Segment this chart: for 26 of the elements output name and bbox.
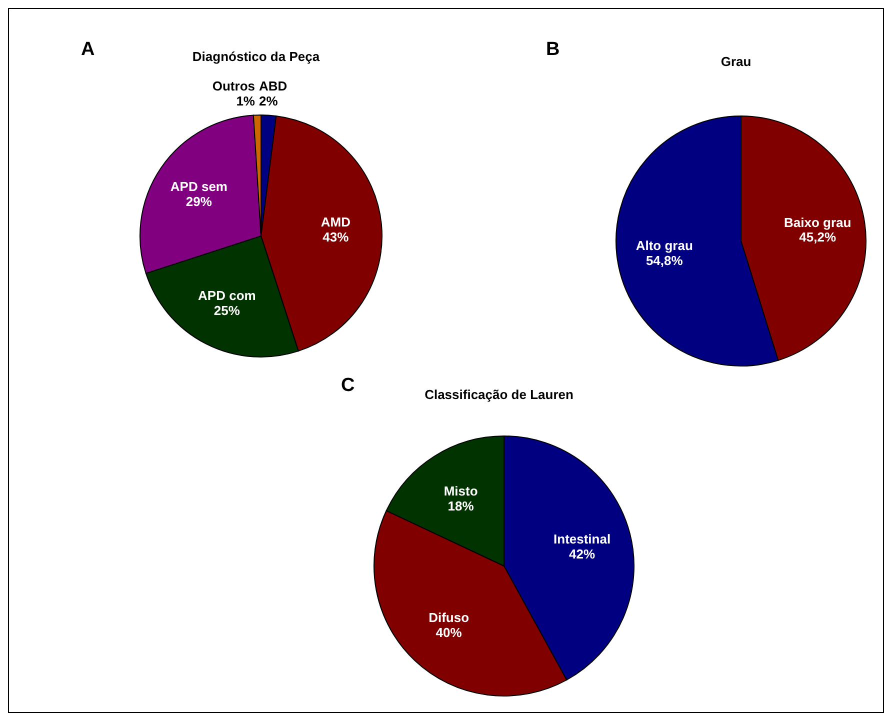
data-label: 54,8% bbox=[646, 252, 684, 268]
slice-label: AMD bbox=[320, 214, 350, 230]
data-label: 40% bbox=[436, 625, 462, 640]
chart-title: Classificação de Lauren bbox=[424, 387, 574, 402]
text: A bbox=[81, 39, 95, 61]
slice-label: ABD bbox=[259, 78, 288, 94]
slice-label: Outros bbox=[212, 78, 255, 94]
data-label: 1% bbox=[236, 93, 256, 108]
slice-label: APD sem bbox=[170, 179, 228, 194]
slice-label: Baixo grau bbox=[784, 214, 852, 230]
text: B bbox=[546, 39, 560, 61]
slice-label: APD com bbox=[198, 288, 256, 304]
slice-label: Difuso bbox=[428, 610, 470, 626]
data-label: 29% bbox=[186, 194, 212, 210]
slice-label: Intestinal bbox=[554, 531, 611, 546]
chart-title: Diagnóstico da Peça bbox=[191, 49, 321, 64]
data-label: 18% bbox=[448, 498, 474, 514]
text: C bbox=[341, 375, 355, 397]
data-label: 25% bbox=[214, 303, 240, 318]
data-label: 43% bbox=[322, 229, 350, 244]
data-label: 2% bbox=[259, 94, 278, 109]
data-label: 42% bbox=[569, 546, 596, 562]
chart-title: Grau bbox=[720, 54, 752, 69]
slice-label: Misto bbox=[444, 483, 478, 498]
slice-label: Alto grau bbox=[636, 238, 693, 254]
data-label: 45,2% bbox=[799, 230, 836, 245]
